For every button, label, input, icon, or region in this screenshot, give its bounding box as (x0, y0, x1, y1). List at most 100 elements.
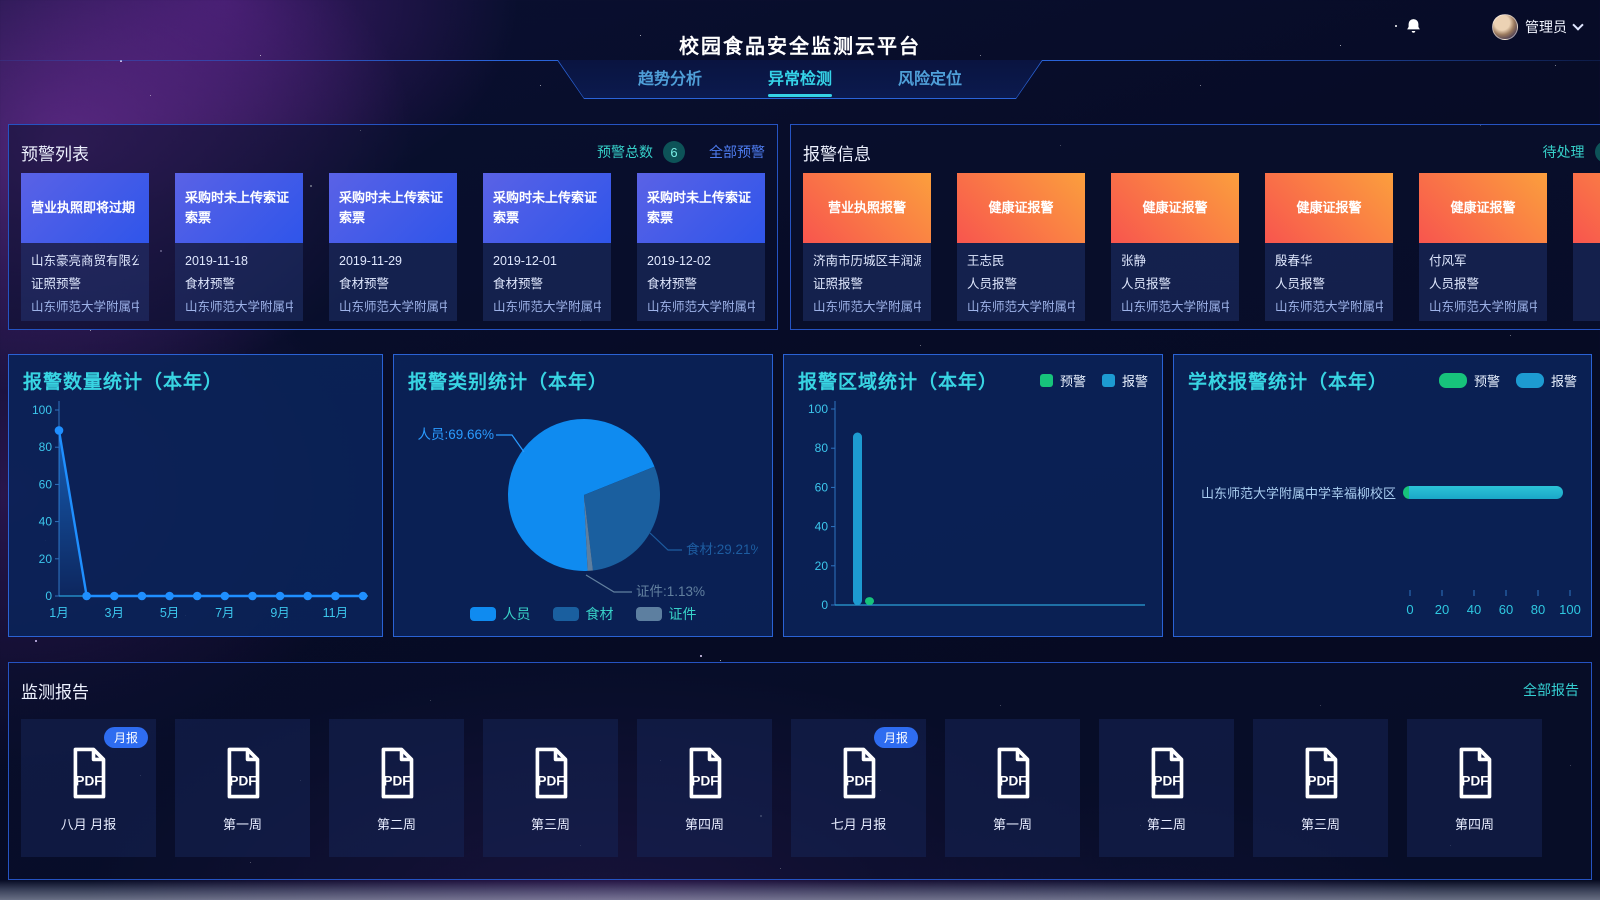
warning-card[interactable]: 营业执照即将过期山东豪亮商贸有限公司证照预警山东师范大学附属中... (21, 173, 149, 321)
alarm-card-body: 张静人员报警山东师范大学附属中... (1111, 243, 1239, 321)
report-card-0[interactable]: 月报 PDF 八月 月报 (21, 719, 156, 857)
pdf-icon: PDF (1459, 747, 1491, 798)
report-card-6[interactable]: PDF 第一周 (945, 719, 1080, 857)
hbar-row[interactable]: 山东师范大学附属中学幸福柳校区 (1188, 483, 1577, 502)
hbar-warning-segment (1403, 485, 1410, 499)
pdf-icon: PDF (689, 747, 721, 798)
warning-card-line2: 食材预警 (493, 277, 544, 291)
bar-chart[interactable]: 0 20 40 60 80 100 (799, 395, 1147, 623)
top-bar: 校园食品安全监测云平台 管理员 (0, 0, 1600, 58)
svg-text:PDF: PDF (537, 773, 564, 788)
user-name: 管理员 (1525, 19, 1567, 35)
pie-chart-body: 人员:69.66% 食材:29.21% 证件:1.13% (408, 394, 758, 602)
legend-label: 证件 (668, 606, 697, 622)
monthly-report-badge: 月报 (873, 727, 918, 748)
alarm-card-line1: 张静 (1121, 254, 1147, 268)
pie-chart[interactable]: 人员:69.66% 食材:29.21% 证件:1.13% (408, 399, 758, 597)
legend-label: 报警 (1121, 374, 1148, 389)
legend-item-alarm[interactable]: 报警 (1101, 371, 1148, 390)
alarm-panel-title: 报警信息 (803, 144, 871, 164)
warning-card[interactable]: 采购时未上传索证索票 2019-12-02 食材预警山东师范大学附属中... (637, 173, 765, 321)
pdf-icon: PDF (73, 747, 105, 798)
all-warnings-link[interactable]: 全部预警 (709, 144, 765, 160)
legend-item-warning[interactable]: 预警 (1438, 371, 1500, 390)
warning-card-line3: 山东师范大学附属中... (647, 300, 755, 314)
page-title: 校园食品安全监测云平台 (679, 36, 921, 58)
user-menu[interactable]: 管理员 (1492, 14, 1584, 40)
axis-tick-mark (1409, 590, 1411, 596)
report-card-2[interactable]: PDF 第二周 (329, 719, 464, 857)
svg-text:0: 0 (821, 598, 828, 612)
alarm-card[interactable]: 健康证报警王志民人员报警山东师范大学附属中... (957, 173, 1085, 321)
alarm-card[interactable]: 健康证报警殷春华人员报警山东师范大学附属中... (1265, 173, 1393, 321)
legend-item-warning[interactable]: 预警 (1039, 371, 1086, 390)
alarm-card[interactable]: 健康证报警付风军人员报警山东师范大学附属中... (1419, 173, 1547, 321)
pdf-icon: PDF (227, 747, 259, 798)
tab-container: 趋势分析 异常检测 风险定位 (558, 60, 1042, 98)
alarm-card-line1: 殷春华 (1275, 254, 1313, 268)
school-chart-legend: 预警 报警 (1438, 371, 1577, 390)
warning-card-line3: 山东师范大学附属中... (185, 300, 293, 314)
warning-card-title: 采购时未上传索证索票 (637, 173, 765, 243)
report-card-7[interactable]: PDF 第二周 (1099, 719, 1234, 857)
warning-card[interactable]: 采购时未上传索证索票 2019-11-18 食材预警山东师范大学附属中... (175, 173, 303, 321)
notification-bell-button[interactable] (1400, 14, 1426, 40)
legend-swatch (552, 607, 579, 621)
report-card-4[interactable]: PDF 第四周 (637, 719, 772, 857)
legend-label: 人员 (502, 606, 531, 622)
report-card-3[interactable]: PDF 第三周 (483, 719, 618, 857)
pie-legend-item-personnel[interactable]: 人员 (469, 604, 531, 624)
alarm-card[interactable]: 健康证报警张静人员报警山东师范大学附属中... (1111, 173, 1239, 321)
tab-2[interactable]: 风险定位 (898, 71, 963, 88)
alarm-card-title: 健康证报警 (1419, 173, 1547, 243)
report-card-9[interactable]: PDF 第四周 (1407, 719, 1542, 857)
pie-legend-item-food[interactable]: 食材 (552, 604, 614, 624)
tab-0[interactable]: 趋势分析 (637, 71, 702, 88)
svg-text:80: 80 (815, 441, 829, 455)
alarm-card-line2: 人员报警 (967, 277, 1018, 291)
axis-tick-label: 20 (1434, 602, 1450, 617)
svg-text:PDF: PDF (845, 773, 872, 788)
all-reports-link[interactable]: 全部报告 (1523, 682, 1579, 698)
legend-swatch (1515, 373, 1544, 388)
warning-card-line2: 证照预警 (31, 277, 82, 291)
pdf-icon: PDF (1151, 747, 1183, 798)
alarm-card-body: 付风军人员报警山东师范大学附属中... (1419, 243, 1547, 321)
school-chart-title: 学校报警统计（本年） (1188, 372, 1389, 393)
alarm-card-line2: 证照报警 (813, 277, 864, 291)
svg-text:60: 60 (815, 480, 829, 494)
pie-legend-item-certificate[interactable]: 证件 (635, 604, 697, 624)
warning-card-body: 2019-11-29 食材预警山东师范大学附属中... (329, 243, 457, 321)
warning-card[interactable]: 采购时未上传索证索票 2019-12-01 食材预警山东师范大学附属中... (483, 173, 611, 321)
warning-card-line2: 食材预警 (185, 277, 236, 291)
legend-swatch (635, 607, 662, 621)
report-card-label: 第四周 (684, 816, 724, 832)
alarm-count-chart-header: 报警数量统计（本年） (23, 367, 368, 394)
monthly-report-badge: 月报 (103, 727, 148, 748)
alarm-card-title (1573, 173, 1600, 243)
tab-trapezoid-border: 趋势分析 异常检测 风险定位 (557, 60, 1043, 99)
line-chart[interactable]: 0 20 40 60 80 100 1月 3月 5月 7月 9月 11月 (23, 394, 368, 626)
axis-tick-mark (1569, 590, 1571, 596)
alarm-card-title: 健康证报警 (957, 173, 1085, 243)
alarm-card-line3: 山东师范大学附属中... (1121, 300, 1229, 314)
pending-count-badge: 89 (1594, 141, 1600, 163)
svg-text:20: 20 (39, 552, 53, 566)
legend-label: 预警 (1059, 374, 1086, 389)
warning-card-title: 采购时未上传索证索票 (329, 173, 457, 243)
hbar-x-axis: 0 20 40 60 80 100 (1406, 590, 1581, 624)
alarm-count-chart-body: 0 20 40 60 80 100 1月 3月 5月 7月 9月 11月 (23, 394, 368, 626)
report-card-label: 第四周 (1454, 816, 1494, 832)
warning-card-line3: 山东师范大学附属中... (339, 300, 447, 314)
tab-1[interactable]: 异常检测 (766, 61, 834, 97)
legend-label: 报警 (1550, 374, 1577, 389)
pdf-icon: PDF (535, 747, 567, 798)
legend-item-alarm[interactable]: 报警 (1515, 371, 1577, 390)
report-card-8[interactable]: PDF 第三周 (1253, 719, 1388, 857)
report-card-1[interactable]: PDF 第一周 (175, 719, 310, 857)
warning-card[interactable]: 采购时未上传索证索票 2019-11-29 食材预警山东师范大学附属中... (329, 173, 457, 321)
report-card-5[interactable]: 月报 PDF 七月 月报 (791, 719, 926, 857)
warning-count-badge: 6 (663, 141, 685, 163)
report-card-list: 月报 PDF 八月 月报 PDF 第一周 PDF 第二周 PDF 第三周 PDF 第四周 月报 PDF 七… (21, 719, 1579, 857)
